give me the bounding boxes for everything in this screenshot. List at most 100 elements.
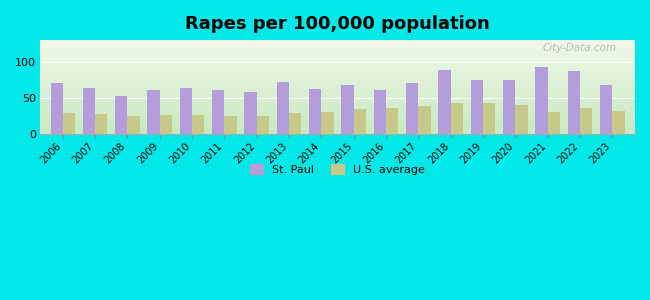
Bar (419, 106, 431, 134)
Bar (40, 70, 635, 71)
Text: City-Data.com: City-Data.com (543, 43, 617, 53)
Bar (612, 110, 625, 134)
Bar (40, 132, 635, 133)
Bar (40, 41, 635, 42)
Bar (257, 116, 269, 134)
Bar (40, 91, 635, 92)
Bar (40, 55, 635, 56)
Bar (40, 119, 635, 120)
Bar (40, 43, 635, 44)
Bar (40, 93, 635, 94)
Bar (40, 45, 635, 46)
Bar (40, 51, 635, 52)
Bar (450, 103, 463, 134)
Bar (40, 68, 635, 69)
Bar (40, 100, 635, 101)
Bar (321, 112, 333, 134)
Bar (40, 56, 635, 57)
Bar (40, 90, 635, 91)
Bar (40, 50, 635, 51)
Bar (40, 67, 635, 68)
Bar (115, 96, 127, 134)
Bar (40, 114, 635, 115)
Bar (40, 99, 635, 100)
Bar (40, 76, 635, 77)
Bar (341, 85, 354, 134)
Bar (40, 81, 635, 82)
Bar (160, 115, 172, 134)
Bar (40, 88, 635, 89)
Bar (40, 84, 635, 85)
Bar (40, 94, 635, 95)
Bar (40, 98, 635, 99)
Bar (40, 54, 635, 55)
Bar (515, 105, 528, 134)
Bar (40, 92, 635, 93)
Bar (40, 105, 635, 106)
Bar (127, 116, 140, 134)
Bar (40, 89, 635, 90)
Bar (40, 64, 635, 65)
Bar (374, 90, 386, 134)
Bar (148, 90, 160, 134)
Bar (40, 125, 635, 126)
Bar (289, 113, 302, 134)
Bar (40, 111, 635, 112)
Bar (40, 107, 635, 108)
Bar (40, 109, 635, 110)
Bar (40, 122, 635, 123)
Bar (309, 89, 321, 134)
Bar (244, 92, 257, 134)
Bar (386, 108, 398, 134)
Bar (40, 66, 635, 67)
Bar (40, 112, 635, 113)
Bar (40, 49, 635, 50)
Bar (192, 115, 204, 134)
Bar (40, 133, 635, 134)
Bar (40, 102, 635, 103)
Bar (40, 40, 635, 41)
Bar (40, 71, 635, 72)
Bar (40, 53, 635, 54)
Bar (40, 74, 635, 75)
Bar (40, 59, 635, 60)
Bar (40, 128, 635, 129)
Bar (548, 112, 560, 134)
Bar (40, 115, 635, 116)
Bar (40, 113, 635, 114)
Bar (40, 129, 635, 130)
Bar (503, 80, 515, 134)
Bar (40, 85, 635, 86)
Bar (40, 77, 635, 78)
Title: Rapes per 100,000 population: Rapes per 100,000 population (185, 15, 490, 33)
Bar (40, 110, 635, 111)
Bar (40, 120, 635, 122)
Bar (40, 123, 635, 124)
Bar (40, 65, 635, 66)
Bar (40, 131, 635, 132)
Bar (40, 75, 635, 76)
Bar (40, 95, 635, 96)
Bar (40, 62, 635, 64)
Bar (40, 78, 635, 79)
Bar (40, 87, 635, 88)
Bar (40, 106, 635, 107)
Bar (471, 80, 483, 134)
Bar (40, 58, 635, 59)
Bar (277, 82, 289, 134)
Bar (580, 108, 592, 134)
Bar (40, 80, 635, 81)
Bar (40, 42, 635, 43)
Bar (439, 70, 450, 134)
Bar (40, 116, 635, 117)
Bar (63, 113, 75, 134)
Bar (40, 83, 635, 84)
Bar (40, 96, 635, 97)
Bar (95, 114, 107, 134)
Bar (40, 124, 635, 125)
Bar (483, 103, 495, 134)
Bar (40, 60, 635, 61)
Bar (40, 73, 635, 74)
Bar (180, 88, 192, 134)
Bar (83, 88, 95, 134)
